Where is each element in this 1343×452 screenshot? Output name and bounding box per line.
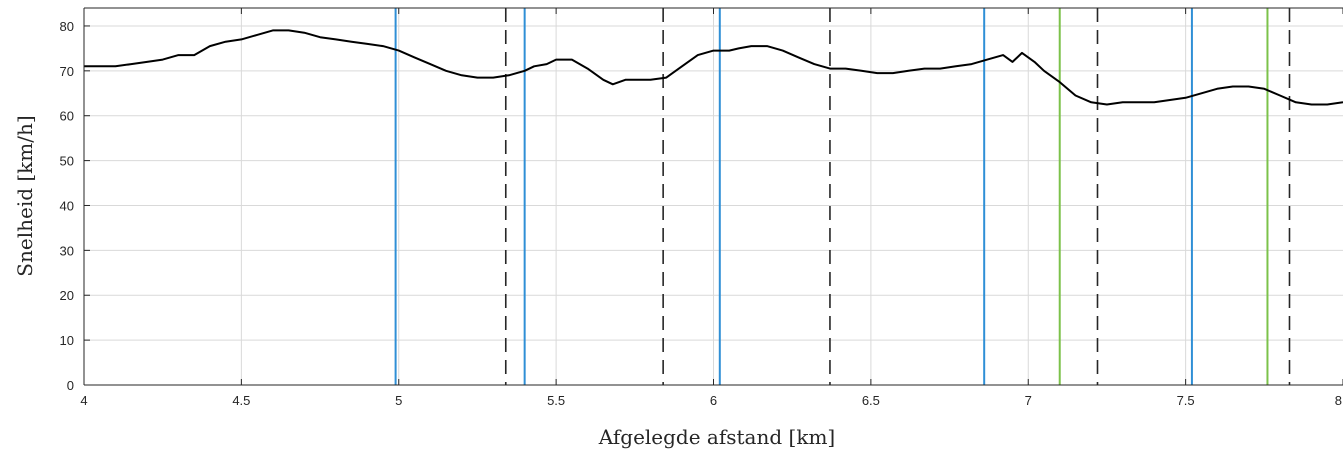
- x-tick-label: 4: [80, 393, 87, 408]
- axes: [83, 7, 1343, 386]
- x-tick-label: 6.5: [862, 393, 880, 408]
- series-layer: [84, 29, 1343, 106]
- x-axis-label: Afgelegde afstand [km]: [598, 425, 835, 449]
- y-tick-label: 70: [60, 64, 74, 79]
- x-tick-label: 7.5: [1177, 393, 1195, 408]
- grid: [84, 8, 1343, 385]
- y-tick-label: 50: [60, 154, 74, 169]
- y-tick-label: 40: [60, 198, 74, 213]
- x-tick-label: 8: [1335, 393, 1342, 408]
- y-tick-label: 60: [60, 109, 74, 124]
- speed-series-line: [84, 29, 1343, 106]
- y-tick-label: 20: [60, 288, 74, 303]
- y-tick-label: 80: [60, 19, 74, 34]
- x-tick-label: 7: [1025, 393, 1032, 408]
- x-tick-label: 5.5: [547, 393, 565, 408]
- y-tick-label: 0: [67, 378, 74, 393]
- x-tick-label: 4.5: [232, 393, 250, 408]
- y-axis-label: Snelheid [km/h]: [13, 115, 37, 276]
- y-tick-label: 30: [60, 243, 74, 258]
- event-lines: [394, 8, 1291, 385]
- y-tick-label: 10: [60, 333, 74, 348]
- x-tick-label: 6: [710, 393, 717, 408]
- x-tick-label: 5: [395, 393, 402, 408]
